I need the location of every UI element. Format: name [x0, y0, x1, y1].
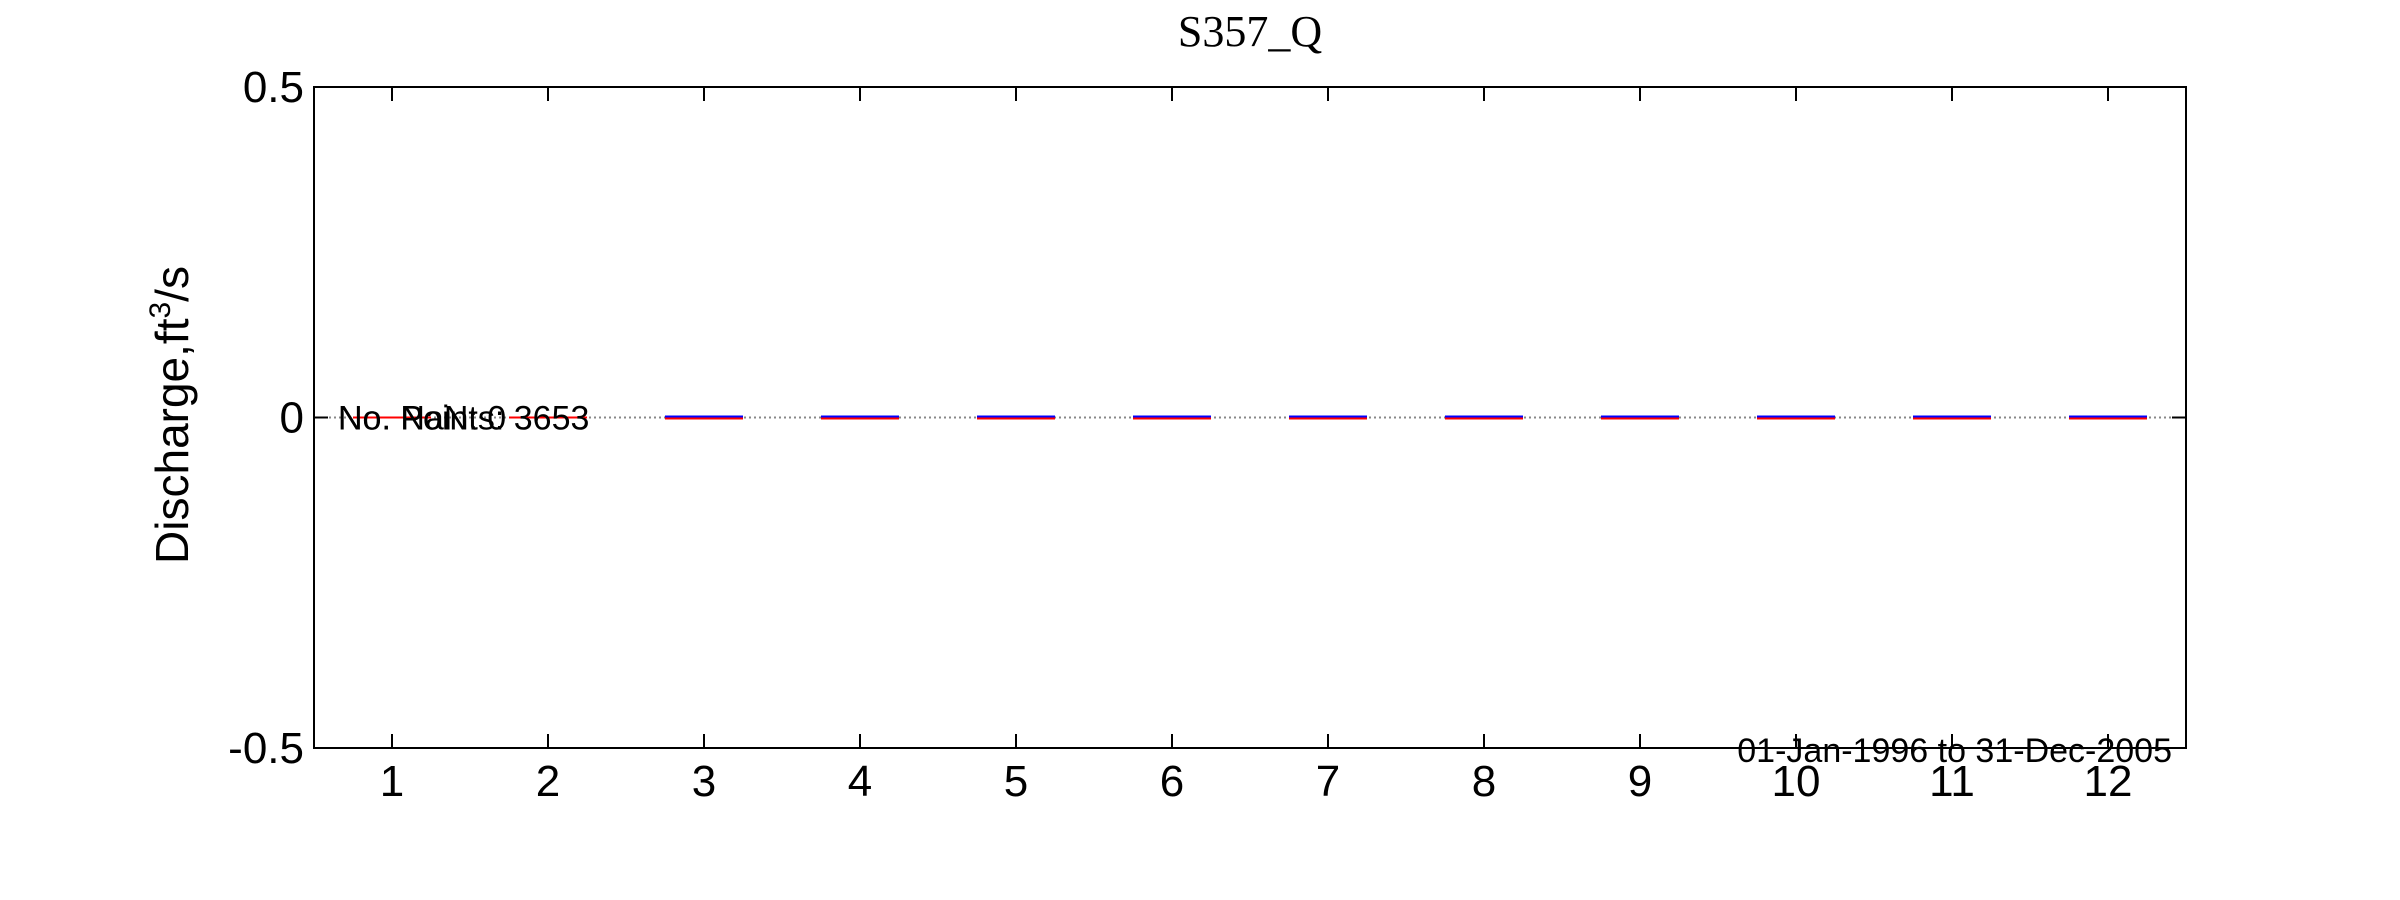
y-axis-label-main: Discharge,ft [146, 318, 198, 564]
y-tick-label-1: 0 [280, 394, 304, 443]
y-tick-label-0: -0.5 [228, 724, 304, 773]
x-tick-label-11: 11 [1929, 757, 1975, 806]
y-axis-label: Discharge,ft3/s [144, 266, 198, 564]
x-tick-label-5: 5 [1004, 757, 1028, 806]
box-series [353, 415, 2147, 420]
x-tick-label-9: 9 [1628, 757, 1652, 806]
x-tick-label-12: 12 [2084, 757, 2133, 806]
x-tick-label-4: 4 [848, 757, 872, 806]
x-tick-label-6: 6 [1160, 757, 1184, 806]
tick-marks [314, 86, 2186, 749]
plot-frame [313, 86, 2187, 749]
x-tick-labels: 1 2 3 4 5 6 7 8 9 10 11 12 [380, 757, 2133, 806]
x-tick-label-8: 8 [1472, 757, 1496, 806]
x-tick-label-10: 10 [1772, 757, 1821, 806]
chart-title: S357_Q [1178, 7, 1322, 56]
y-tick-label-2: 0.5 [243, 63, 304, 112]
points-count-label: No. Points: 3653 [338, 400, 589, 438]
y-tick-labels: -0.5 0 0.5 [228, 63, 304, 773]
nan-count-label: No. NaN: 0 [338, 400, 506, 438]
x-tick-label-3: 3 [692, 757, 716, 806]
x-tick-label-1: 1 [380, 757, 404, 806]
x-tick-label-2: 2 [536, 757, 560, 806]
date-range-label: 01-Jan-1996 to 31-Dec-2005 [1737, 732, 2172, 770]
y-axis-label-sup: 3 [144, 302, 177, 319]
y-axis-label-tail: /s [146, 266, 198, 302]
x-tick-label-7: 7 [1316, 757, 1340, 806]
